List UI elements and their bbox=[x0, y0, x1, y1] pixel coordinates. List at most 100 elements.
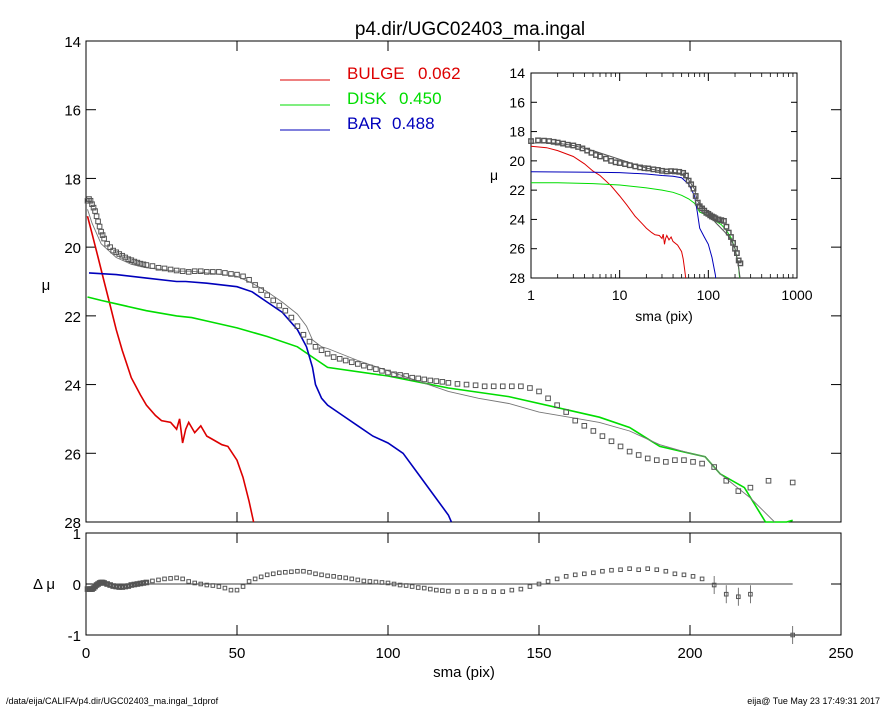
inset-x-tick-label: 1 bbox=[527, 287, 535, 303]
data-point bbox=[155, 264, 162, 271]
residual-point bbox=[723, 591, 729, 597]
data-point bbox=[735, 488, 742, 494]
residual-point bbox=[455, 589, 460, 594]
residual-point bbox=[150, 578, 155, 584]
residual-point bbox=[572, 572, 578, 578]
legend-label: BULGE bbox=[347, 64, 405, 83]
data-point bbox=[681, 457, 687, 463]
residual-x-tick-label: 200 bbox=[677, 645, 702, 662]
residual-point bbox=[464, 589, 469, 594]
data-point bbox=[379, 368, 385, 374]
inset-data-point bbox=[690, 185, 697, 192]
data-point bbox=[433, 378, 440, 384]
residual-x-tick-label: 0 bbox=[82, 645, 90, 662]
data-point bbox=[490, 383, 497, 390]
data-point bbox=[581, 423, 588, 429]
residual-point bbox=[609, 567, 614, 573]
data-point bbox=[134, 259, 141, 266]
residual-x-tick-label: 250 bbox=[828, 645, 853, 662]
data-point bbox=[635, 452, 642, 458]
data-point bbox=[210, 269, 216, 275]
residual-y-tick-label: 0 bbox=[73, 577, 81, 594]
data-point bbox=[128, 257, 135, 263]
residual-point bbox=[301, 568, 306, 574]
data-point bbox=[463, 381, 470, 388]
legend-label: DISK bbox=[347, 89, 387, 108]
data-point bbox=[361, 362, 367, 369]
data-point bbox=[415, 375, 421, 382]
residual-point bbox=[379, 580, 385, 585]
residual-point bbox=[409, 584, 415, 589]
inset-data-point bbox=[535, 137, 541, 144]
data-point bbox=[572, 417, 579, 424]
data-point bbox=[409, 374, 415, 381]
residual-point bbox=[276, 570, 282, 576]
bulge-series-line bbox=[86, 215, 255, 523]
data-point bbox=[240, 273, 246, 280]
residual-x-label: sma (pix) bbox=[433, 664, 495, 681]
residual-point bbox=[325, 573, 330, 579]
residual-point bbox=[421, 585, 427, 591]
residual-point bbox=[252, 576, 258, 582]
residual-point bbox=[246, 579, 252, 584]
residual-point bbox=[234, 587, 240, 593]
data-point bbox=[663, 459, 669, 465]
residual-point bbox=[690, 574, 696, 579]
residual-point bbox=[618, 567, 623, 573]
residual-point bbox=[563, 574, 569, 579]
residual-point bbox=[736, 594, 741, 600]
data-point bbox=[699, 460, 705, 467]
inset-data-point bbox=[554, 139, 561, 146]
inset-data-point bbox=[723, 223, 730, 230]
residual-x-tick-label: 100 bbox=[375, 645, 400, 662]
residual-point bbox=[545, 579, 551, 584]
residual-point bbox=[162, 576, 167, 582]
residual-point bbox=[627, 566, 632, 572]
residual-point bbox=[391, 581, 397, 587]
data-point bbox=[131, 258, 138, 265]
residual-point bbox=[180, 576, 185, 582]
residual-point bbox=[361, 578, 367, 584]
data-point bbox=[191, 268, 198, 274]
data-point bbox=[179, 268, 186, 274]
data-point bbox=[324, 350, 331, 357]
data-point bbox=[499, 383, 506, 390]
inset-bulge-series-line bbox=[530, 145, 687, 279]
inset-x-tick-label: 100 bbox=[697, 287, 721, 303]
data-point bbox=[92, 208, 98, 214]
residual-point bbox=[174, 575, 179, 581]
data-point bbox=[84, 197, 91, 204]
residual-point bbox=[355, 577, 361, 583]
main-plot-frame bbox=[85, 40, 842, 523]
inset-data-point bbox=[737, 260, 744, 267]
data-point bbox=[690, 459, 696, 465]
data-point bbox=[789, 479, 796, 486]
data-point bbox=[509, 383, 515, 390]
inset-data-point bbox=[721, 217, 727, 224]
data-point bbox=[481, 383, 488, 390]
residual-point bbox=[270, 571, 276, 577]
data-point bbox=[197, 268, 204, 274]
data-point bbox=[306, 338, 313, 345]
data-point bbox=[644, 455, 651, 462]
data-point bbox=[87, 197, 94, 204]
inset-y-tick-label: 16 bbox=[509, 94, 525, 110]
residual-x-ticks: 0 50 100 150 200 250 bbox=[82, 533, 854, 662]
inset-data-point bbox=[626, 162, 633, 169]
inset-data-point bbox=[603, 155, 609, 162]
footer-timestamp: eija@ Tue May 23 17:49:31 2017 bbox=[747, 696, 880, 706]
residual-point bbox=[518, 586, 524, 592]
data-point bbox=[185, 269, 192, 275]
data-point bbox=[626, 448, 633, 455]
main-y-tick-label: 14 bbox=[64, 34, 81, 51]
legend-label: BAR bbox=[347, 114, 382, 133]
residual-point bbox=[228, 587, 234, 593]
residual-point bbox=[440, 588, 445, 593]
inset-y-tick-label: 18 bbox=[509, 124, 525, 140]
data-point bbox=[101, 235, 107, 242]
main-panel: 14 16 18 20 22 24 26 28 μ bbox=[42, 34, 842, 532]
data-point bbox=[86, 196, 92, 202]
data-point bbox=[104, 240, 110, 247]
data-point bbox=[397, 372, 403, 378]
residual-point bbox=[554, 576, 560, 582]
